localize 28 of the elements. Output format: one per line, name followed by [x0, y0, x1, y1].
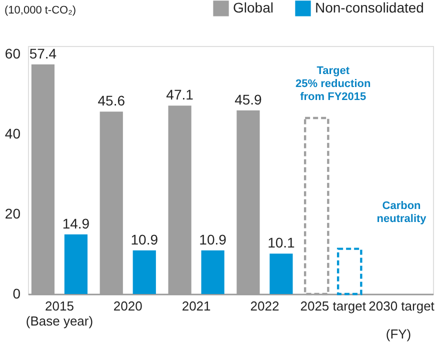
bar: [201, 250, 224, 294]
y-tick-label: 0: [12, 286, 21, 302]
y-tick-label: 40: [4, 126, 21, 142]
x-tick-label: 2021: [182, 298, 211, 314]
data-label: 10.9: [199, 231, 227, 248]
data-label: 10.1: [268, 234, 296, 251]
annotation: Carbon neutrality: [376, 200, 428, 225]
x-tick-label: 2020: [113, 298, 142, 314]
x-tick-label: 2025 target: [300, 298, 366, 314]
bar: [64, 234, 88, 294]
x-tick-label: 2015 (Base year): [26, 298, 94, 328]
annotation: Target 25% reduction from FY2015: [296, 65, 371, 103]
data-label: 57.4: [29, 45, 57, 62]
data-label: 14.9: [62, 215, 90, 232]
data-label: 47.1: [166, 86, 194, 103]
bar: [270, 254, 293, 294]
data-label: 45.9: [234, 91, 262, 108]
y-tick-label: 20: [4, 206, 21, 222]
x-tick-label: 2030 target: [368, 298, 435, 314]
y-tick-label: 60: [4, 46, 21, 62]
legend-label: Global: [233, 0, 274, 16]
data-label: 45.6: [98, 92, 126, 109]
x-axis-title: (FY): [386, 326, 412, 342]
y-axis-title: (10,000 t-CO₂): [4, 4, 76, 16]
x-tick-label: 2022: [250, 298, 280, 314]
data-label: 10.9: [130, 231, 158, 248]
bar: [132, 250, 156, 294]
legend-label: Non-consolidated: [315, 0, 424, 16]
